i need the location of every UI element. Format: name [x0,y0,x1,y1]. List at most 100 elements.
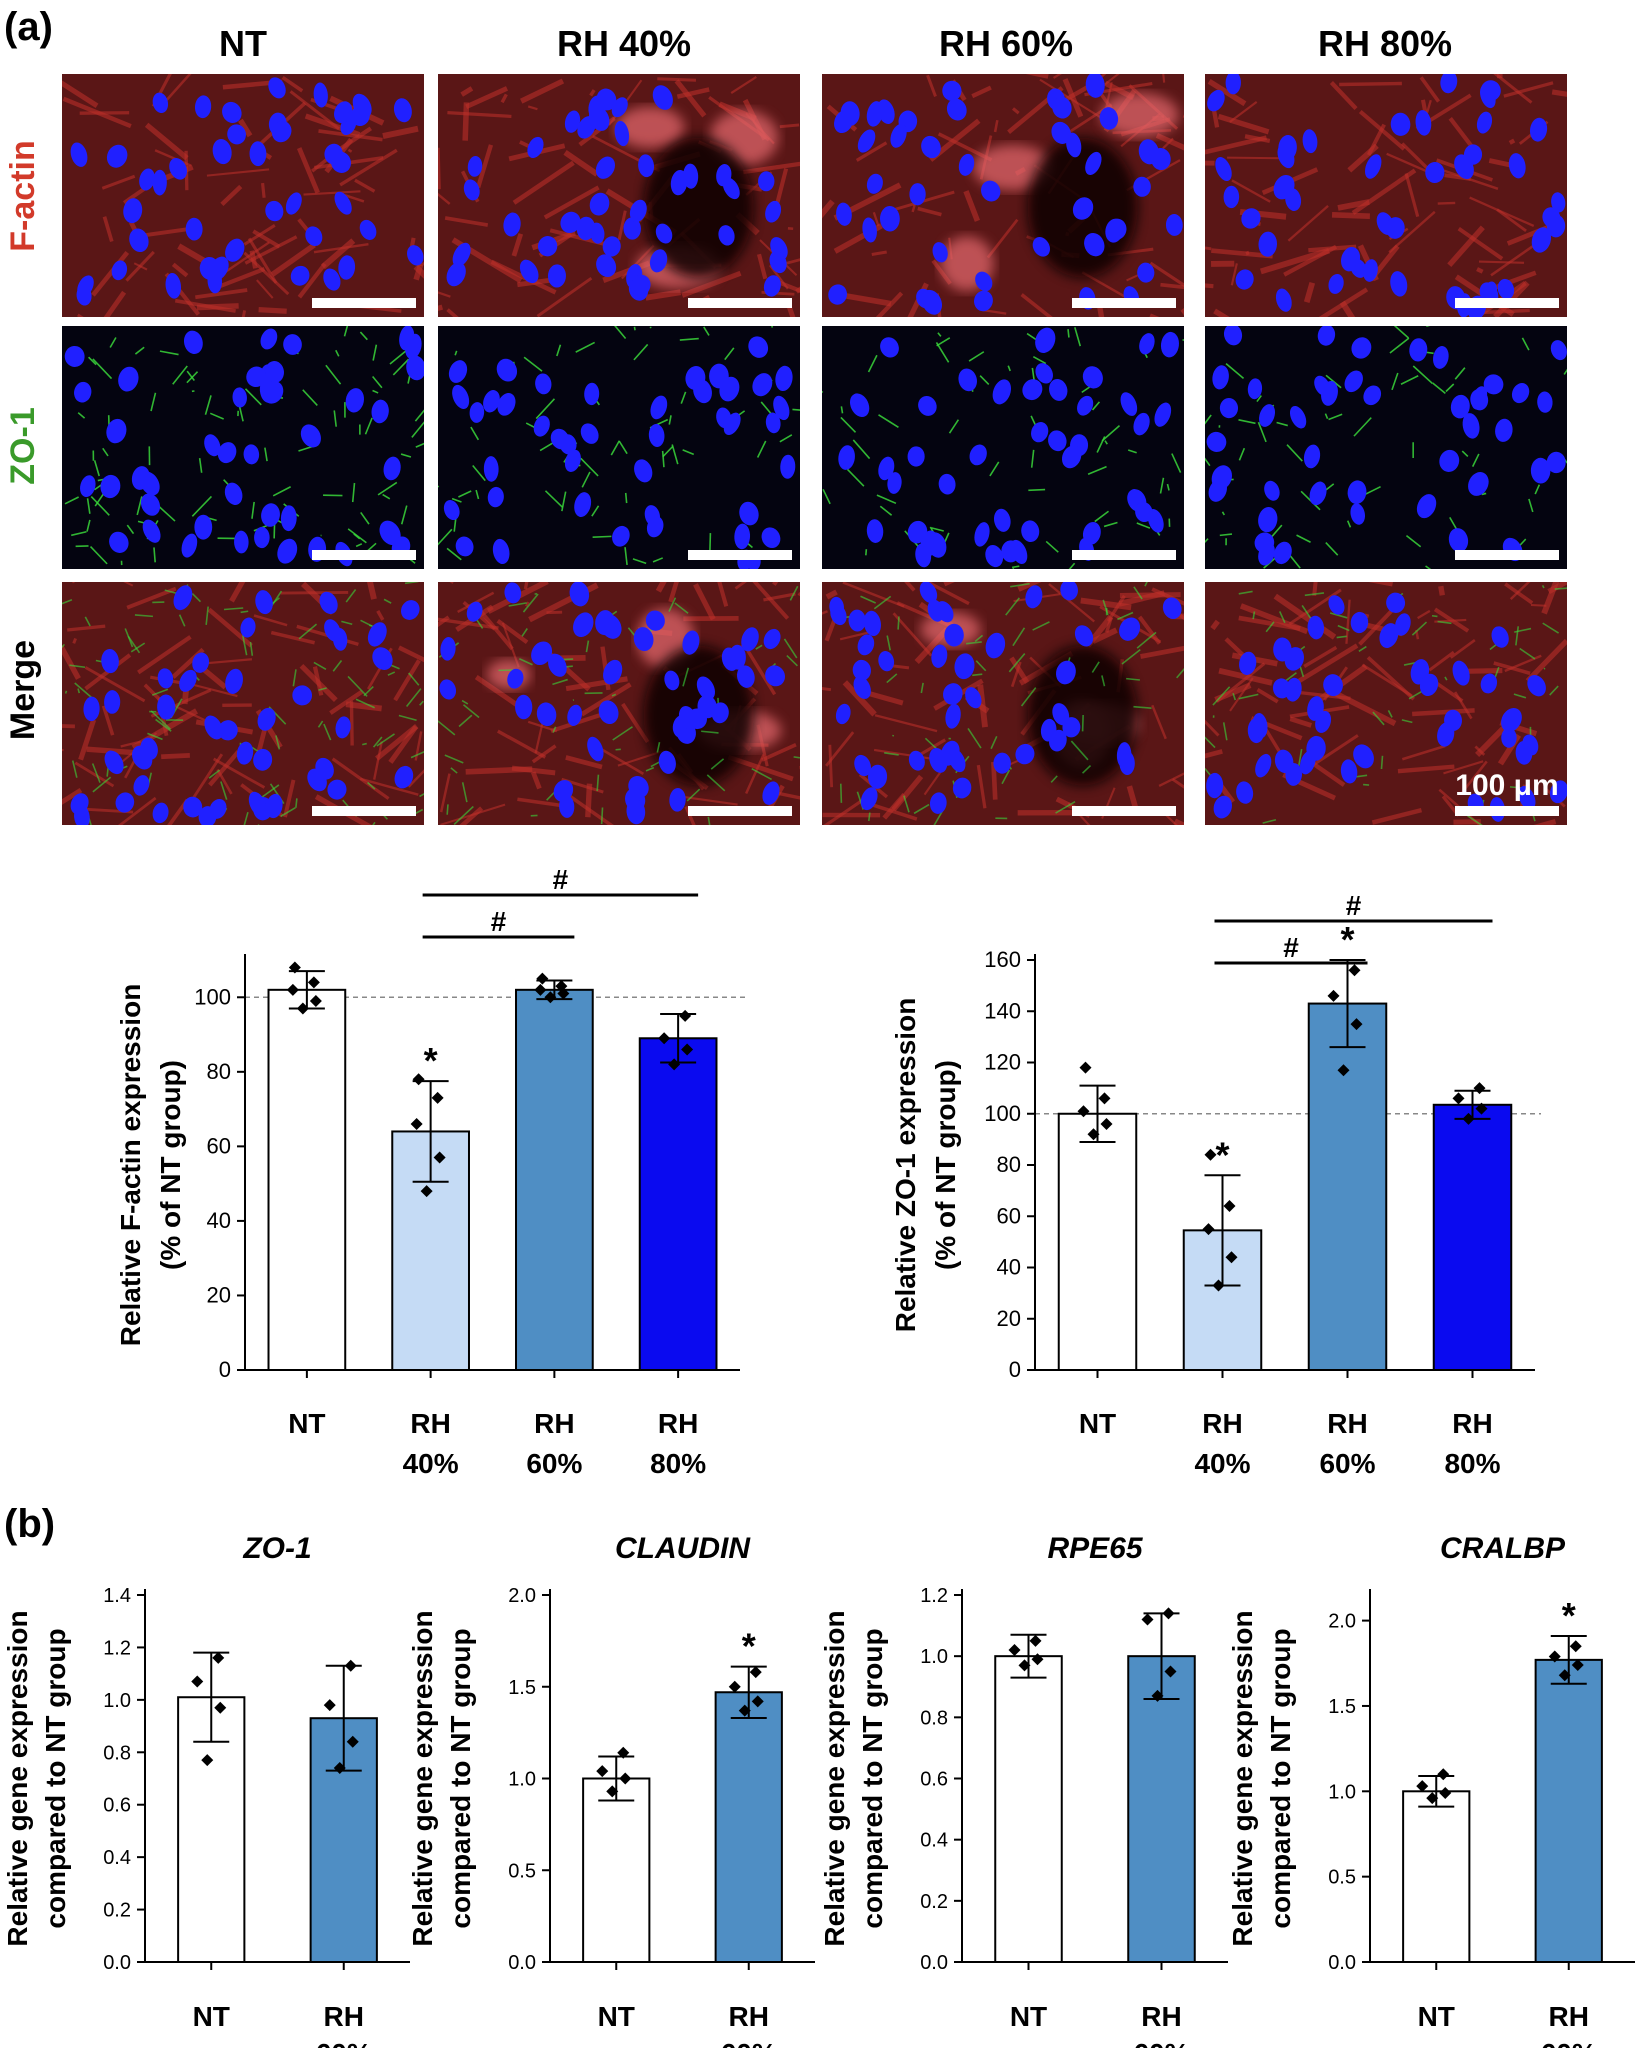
nucleus [139,168,155,191]
nucleus [503,212,521,237]
nucleus [1120,392,1138,416]
actin-fiber [797,592,800,597]
actin-fiber [1493,74,1533,104]
zo1-junction [150,710,171,730]
zo1-junction [205,606,209,625]
actin-fiber [1171,778,1184,789]
nucleus [440,637,456,661]
nucleus [938,473,956,495]
actin-fiber [621,702,650,744]
data-point [1029,1634,1042,1647]
zo1-junction [1329,612,1348,619]
data-point [596,1765,609,1778]
zo1-junction [1337,624,1350,632]
data-point [1087,1128,1100,1141]
actin-fiber [1080,597,1132,611]
actin-fiber [1210,619,1220,631]
zo1-junction [707,816,711,825]
zo1-junction [852,439,871,460]
zo1-junction [1426,326,1430,328]
actin-fiber [882,793,907,820]
micrograph-grid: NT RH 40% RH 60% RH 80% F-actin ZO-1 Merge 100 … [4,23,1567,825]
zo1-junction [1238,693,1259,700]
zo1-junction [191,592,202,603]
significance-hash: # [1283,932,1299,963]
nucleus [313,82,328,108]
zo1-junction [706,774,726,792]
y-axis-label: Relative F-actin expression [115,984,146,1347]
actin-fiber [413,264,424,279]
nucleus [1511,382,1530,404]
y-tick-label: 0.0 [1328,1952,1356,1974]
nucleus [1032,237,1050,257]
data-point [1018,1659,1031,1672]
zo1-junction [178,614,186,627]
data-point [286,983,299,996]
nucleus [1462,413,1480,439]
nucleus [940,740,960,766]
actin-fiber [822,199,835,219]
nucleus [1440,74,1458,94]
zo1-junction [1032,356,1047,365]
actin-fiber [1508,138,1516,145]
x-tick-label: 80% [1444,1448,1500,1479]
actin-fiber [1428,650,1455,672]
zo1-junction [1032,621,1050,631]
zo1-junction [292,669,297,687]
nucleus [1035,363,1053,384]
zo1-junction [1008,653,1026,673]
actin-fiber [1011,107,1020,115]
bar [714,1691,783,1963]
actin-fiber [497,729,547,759]
zo1-junction [1481,492,1487,496]
zo1-junction [1050,775,1058,783]
zo1-junction [204,395,212,415]
nucleus [630,274,651,297]
actin-fiber [693,583,716,621]
actin-fiber [167,798,189,825]
zo1-junction [1437,620,1452,625]
nucleus [1082,366,1103,389]
nucleus [1212,365,1229,390]
nucleus [1501,727,1517,748]
nucleus [257,707,276,731]
zo1-junction [1067,329,1070,338]
nucleus [548,653,567,677]
zo1-junction [130,642,146,653]
significance-hash: # [553,864,569,895]
zo1-junction [191,495,213,517]
actin-fiber [303,190,361,196]
nucleus [198,806,217,825]
nucleus [932,242,948,263]
zo1-junction [756,440,767,458]
nucleus [290,265,310,286]
nucleus [129,228,149,253]
zo1-junction [411,421,424,438]
zo1-junction [1432,382,1446,395]
nucleus [1508,153,1526,179]
nucleus [157,694,176,720]
zo1-junction [1279,611,1286,624]
nucleus [1154,402,1172,427]
actin-fiber [78,719,97,761]
nucleus [1207,89,1225,112]
actin-fiber [407,769,424,788]
bright-cluster [615,106,685,148]
zo1-junction [839,783,843,803]
actin-fiber [1205,135,1268,155]
zo1-junction [1297,748,1303,767]
actin-fiber [904,582,916,592]
zo1-junction [873,595,892,610]
nucleus [1363,385,1382,406]
scale-bar [1455,806,1559,816]
nucleus [682,630,700,655]
y-tick-label: 2.0 [508,1585,536,1607]
zo1-junction [975,660,987,672]
zo1-junction [414,409,424,422]
nucleus [1241,208,1261,229]
actin-fiber [657,77,697,82]
tile-background [1205,74,1567,317]
actin-fiber [892,612,933,657]
micrograph-tile [438,582,800,825]
actin-fiber [1256,687,1279,704]
